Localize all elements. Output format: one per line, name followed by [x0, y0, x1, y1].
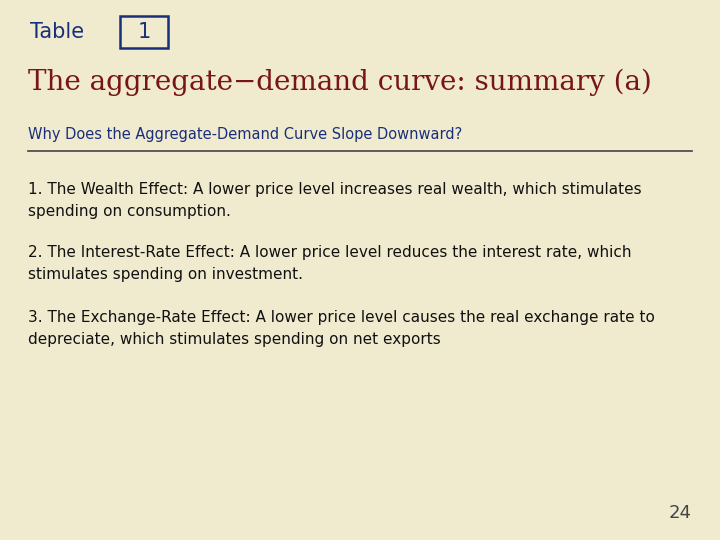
Text: 1: 1	[138, 22, 150, 42]
Text: The aggregate−demand curve: summary (a): The aggregate−demand curve: summary (a)	[28, 69, 652, 96]
FancyBboxPatch shape	[120, 16, 168, 48]
Text: 1. The Wealth Effect: A lower price level increases real wealth, which stimulate: 1. The Wealth Effect: A lower price leve…	[28, 182, 642, 219]
Text: 24: 24	[669, 504, 692, 522]
Text: Table: Table	[30, 22, 84, 42]
Text: 3. The Exchange-Rate Effect: A lower price level causes the real exchange rate t: 3. The Exchange-Rate Effect: A lower pri…	[28, 310, 655, 347]
Text: 2. The Interest-Rate Effect: A lower price level reduces the interest rate, whic: 2. The Interest-Rate Effect: A lower pri…	[28, 245, 631, 281]
Text: Why Does the Aggregate-Demand Curve Slope Downward?: Why Does the Aggregate-Demand Curve Slop…	[28, 127, 462, 143]
